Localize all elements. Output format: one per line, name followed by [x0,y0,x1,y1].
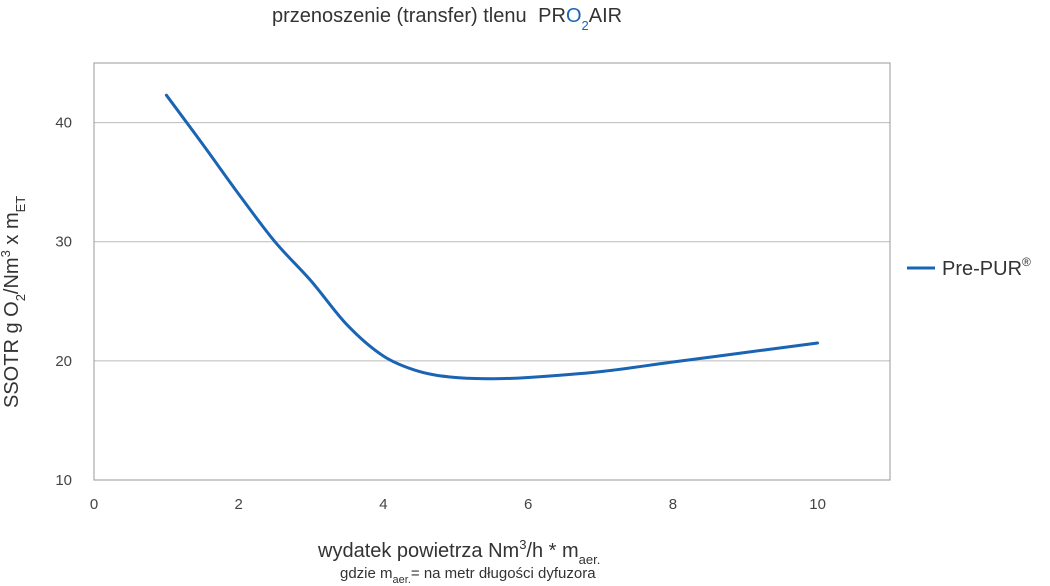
y-label-p2: /Nm [1,257,23,294]
x-tick-labels: 0 2 4 6 8 10 [90,496,826,513]
y-label-sub2: ET [13,196,28,213]
x-axis-label: wydatek powietrza Nm3/h * maer. [317,537,600,567]
y-label-sup: 3 [0,250,13,257]
x-axis-note: gdzie maer.= na metr długości dyfuzora [340,565,596,586]
x-tick-label: 8 [669,496,677,513]
plot-frame [93,62,891,481]
x-note-pre: gdzie m [340,565,393,582]
x-label-main: wydatek powietrza Nm [317,540,519,562]
x-note-sub: aer. [393,574,411,586]
series-line-0 [164,93,820,381]
y-tick-labels: 10 20 30 40 [55,115,72,489]
brand-sub: 2 [582,18,589,33]
brand-o: O [566,5,582,27]
x-tick-label: 10 [809,496,826,513]
brand-p1: PR [538,5,566,27]
x-tick-label: 0 [90,496,98,513]
y-tick-label: 40 [55,115,72,132]
x-label-sub: aer. [579,552,601,567]
chart-title-text: przenoszenie (transfer) tlenu [272,5,527,27]
y-axis-label: SSOTR g O2/Nm3 x mET [0,196,28,408]
chart-title: przenoszenie (transfer) tlenu PRO2AIR [272,5,622,33]
series-group [164,93,820,381]
x-note-post: = na metr długości dyfuzora [411,565,596,582]
legend: Pre-PUR® [907,255,1031,280]
x-tick-label: 4 [379,496,387,513]
y-label-p3: x m [1,212,23,250]
y-label-p1: SSOTR g O [1,301,23,408]
x-label-sup: 3 [519,537,526,552]
legend-series-sup: ® [1022,255,1031,269]
legend-series-name: Pre-PUR [942,258,1022,280]
y-tick-label: 30 [55,234,72,251]
y-label-sub1: 2 [13,294,28,301]
x-label-mid: /h * m [526,540,578,562]
y-tick-label: 10 [55,472,72,489]
legend-label: Pre-PUR® [942,255,1031,280]
y-tick-label: 20 [55,353,72,370]
brand-p2: AIR [589,5,622,27]
x-tick-label: 6 [524,496,532,513]
grid-lines [94,122,890,481]
x-tick-label: 2 [235,496,243,513]
